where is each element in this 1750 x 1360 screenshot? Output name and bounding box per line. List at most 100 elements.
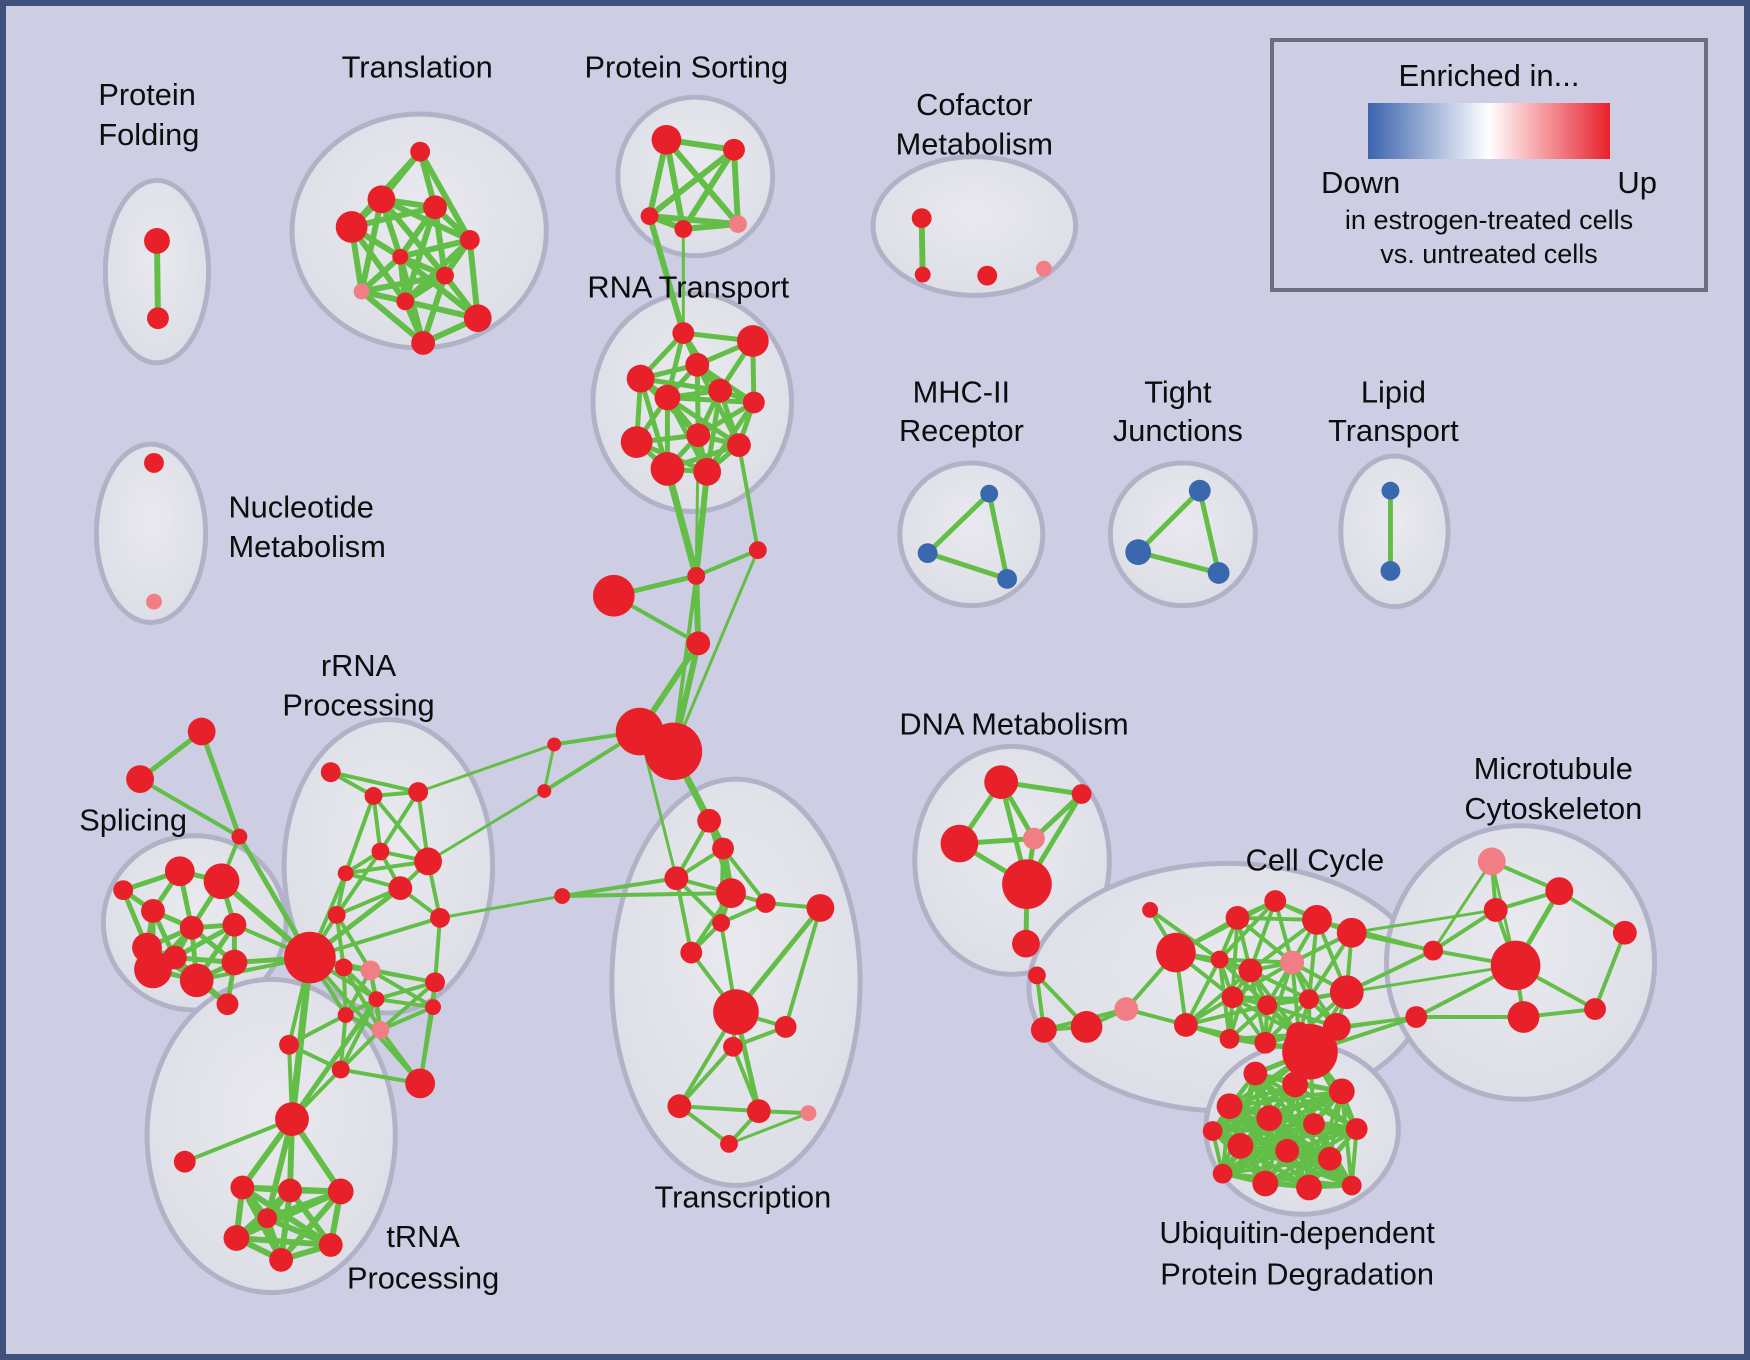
graph-node-tnl bbox=[173, 1150, 196, 1173]
graph-edge bbox=[378, 980, 438, 1032]
graph-node-tx11 bbox=[667, 1094, 692, 1119]
graph-node-lt0 bbox=[1381, 481, 1400, 500]
graph-edge bbox=[328, 770, 421, 794]
graph-edge bbox=[341, 965, 383, 1032]
graph-node-c2 bbox=[748, 541, 767, 560]
graph-node-tl4 bbox=[459, 230, 480, 250]
graph-edge bbox=[1431, 859, 1494, 953]
graph-node-cc3 bbox=[1264, 890, 1287, 912]
cluster-label-protein-folding: Folding bbox=[98, 117, 199, 152]
graph-node-mh1 bbox=[917, 543, 938, 564]
network-figure: Protein Folding Translation Protein Sorting… bbox=[79, 49, 1658, 1296]
graph-node-tl0 bbox=[410, 141, 431, 162]
graph-node-rr15 bbox=[337, 1007, 354, 1023]
cluster-ellipse-tight-junctions bbox=[1107, 460, 1258, 609]
graph-node-ps0 bbox=[651, 124, 682, 155]
graph-edge bbox=[264, 1116, 296, 1222]
graph-edge bbox=[1431, 907, 1498, 953]
graph-node-rt3 bbox=[626, 364, 655, 393]
graph-edge bbox=[680, 221, 741, 232]
graph-node-tn4 bbox=[223, 1225, 250, 1251]
legend-caption-line1: in estrogen-treated cells bbox=[1344, 205, 1634, 235]
graph-edge bbox=[371, 793, 383, 854]
legend-box: Enriched in... Down Up in estrogen-treat… bbox=[1270, 38, 1708, 292]
cluster-label-mhc-ii-receptor: MHC-II bbox=[913, 374, 1010, 409]
graph-node-l1 bbox=[547, 737, 562, 752]
graph-edge bbox=[371, 793, 431, 864]
graph-node-mt2 bbox=[1483, 898, 1508, 922]
graph-node-rr2 bbox=[364, 787, 383, 805]
graph-edge bbox=[925, 491, 992, 556]
graph-node-rr5 bbox=[337, 865, 354, 882]
graph-edge bbox=[1148, 907, 1222, 962]
graph-node-tn7 bbox=[257, 1208, 278, 1229]
graph-node-rr10 bbox=[334, 958, 353, 977]
graph-edge bbox=[1210, 1129, 1332, 1161]
graph-node-cc8 bbox=[1221, 986, 1244, 1009]
graph-node-cf1 bbox=[914, 266, 931, 283]
graph-node-rt5 bbox=[708, 378, 732, 403]
graph-edge bbox=[1210, 1129, 1311, 1190]
graph-edge bbox=[1593, 930, 1627, 1012]
graph-node-cc4 bbox=[1302, 904, 1332, 935]
graph-node-ub7 bbox=[1227, 1132, 1254, 1159]
graph-node-sp1 bbox=[203, 863, 240, 900]
graph-node-f1 bbox=[126, 765, 154, 793]
graph-edge bbox=[358, 196, 385, 295]
graph-edge bbox=[358, 288, 427, 346]
cluster-label-nucleotide-metabolism: Metabolism bbox=[228, 529, 385, 564]
graph-edge bbox=[199, 729, 242, 840]
graph-edge bbox=[730, 146, 741, 228]
graph-node-ub9 bbox=[1317, 1146, 1342, 1171]
graph-node-rr9 bbox=[430, 907, 450, 928]
graph-node-cc18 bbox=[1142, 902, 1159, 918]
graph-node-sp2 bbox=[141, 899, 165, 923]
graph-node-c1 bbox=[687, 567, 706, 585]
graph-node-tx1 bbox=[712, 837, 734, 860]
graph-node-cc19 bbox=[1114, 997, 1139, 1021]
graph-node-tn5 bbox=[318, 1233, 343, 1257]
graph-edge bbox=[417, 148, 473, 243]
graph-edge bbox=[289, 996, 379, 1122]
graph-node-ub3 bbox=[1216, 1093, 1243, 1120]
cluster-label-nucleotide-metabolism: Nucleotide bbox=[228, 489, 373, 524]
graph-node-tx14 bbox=[720, 1134, 738, 1153]
graph-edge bbox=[677, 1044, 735, 1109]
graph-node-cf2 bbox=[977, 265, 998, 286]
graph-node-cc13 bbox=[1254, 1031, 1277, 1054]
graph-edge bbox=[334, 849, 383, 917]
graph-edge bbox=[925, 550, 1010, 582]
graph-node-rt9 bbox=[727, 433, 751, 457]
graph-edge bbox=[1135, 488, 1203, 555]
graph-edge bbox=[646, 213, 687, 337]
legend-range-row: Down Up bbox=[1321, 165, 1657, 201]
graph-edge bbox=[378, 1005, 436, 1032]
graph-node-tn6 bbox=[269, 1247, 294, 1272]
graph-node-ub2 bbox=[1328, 1078, 1355, 1105]
graph-node-cc2 bbox=[1225, 905, 1250, 930]
graph-node-mt6 bbox=[1584, 998, 1606, 1020]
graph-node-tj1 bbox=[1125, 539, 1152, 566]
graph-node-ub5 bbox=[1303, 1113, 1325, 1135]
graph-edge bbox=[1248, 899, 1278, 973]
graph-edge bbox=[1217, 957, 1270, 1008]
graph-edge bbox=[416, 742, 556, 794]
graph-node-sp7 bbox=[134, 950, 172, 989]
graph-edge bbox=[783, 905, 823, 1029]
legend-down-label: Down bbox=[1321, 165, 1401, 200]
graph-node-tl5 bbox=[392, 248, 409, 265]
graph-node-g2 bbox=[644, 722, 703, 781]
graph-node-ub14 bbox=[1202, 1121, 1223, 1141]
graph-node-rr0 bbox=[284, 931, 336, 984]
graph-node-tl6 bbox=[436, 266, 454, 285]
graph-node-dn2 bbox=[1071, 784, 1092, 804]
graph-edge bbox=[1217, 899, 1278, 962]
graph-node-tl10 bbox=[411, 331, 436, 355]
graph-node-x2 bbox=[1405, 1006, 1428, 1028]
graph-node-ub1 bbox=[1282, 1071, 1309, 1098]
graph-edge bbox=[986, 491, 1010, 582]
graph-node-tx4 bbox=[712, 913, 731, 932]
cluster-label-tight-junctions: Tight bbox=[1144, 374, 1212, 409]
graph-node-sp9 bbox=[221, 949, 248, 976]
graph-edge bbox=[721, 846, 768, 905]
